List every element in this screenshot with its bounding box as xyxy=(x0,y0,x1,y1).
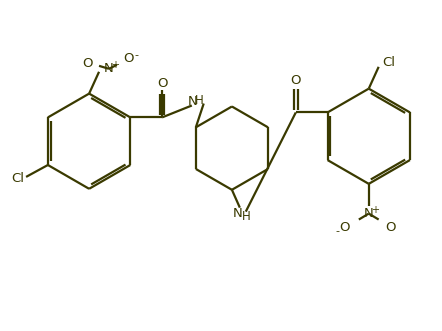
Text: N: N xyxy=(104,62,114,75)
Text: -: - xyxy=(335,226,339,236)
Text: O: O xyxy=(157,77,168,90)
Text: N: N xyxy=(188,95,198,108)
Text: Cl: Cl xyxy=(11,172,25,185)
Text: -: - xyxy=(135,50,139,60)
Text: N: N xyxy=(233,207,243,220)
Text: +: + xyxy=(371,205,379,214)
Text: N: N xyxy=(364,207,373,220)
Text: H: H xyxy=(241,210,250,223)
Text: O: O xyxy=(82,57,92,71)
Text: H: H xyxy=(194,94,203,107)
Text: O: O xyxy=(123,52,134,66)
Text: O: O xyxy=(290,74,301,87)
Text: O: O xyxy=(385,221,396,234)
Text: +: + xyxy=(111,60,119,70)
Text: Cl: Cl xyxy=(382,56,395,70)
Text: O: O xyxy=(340,221,350,234)
